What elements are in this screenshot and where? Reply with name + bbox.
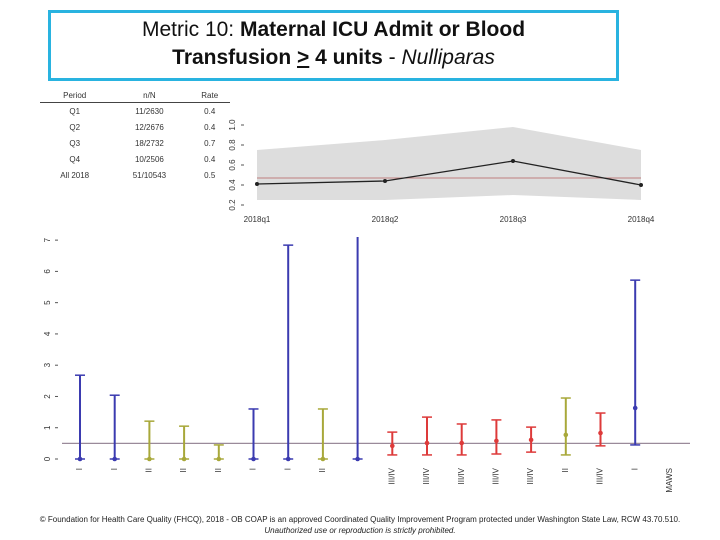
x-tick-label: II: [561, 468, 570, 472]
table-cell: Q2: [69, 122, 81, 132]
y-tick-label: 0.8: [228, 139, 237, 151]
rate-point: [251, 456, 256, 462]
title-part: Metric 10:: [141, 18, 240, 41]
title-part: 4 units: [309, 46, 383, 69]
table-cell: 0.4: [204, 106, 216, 116]
title-part: Transfusion: [172, 46, 298, 69]
table-cell: 0.5: [204, 170, 216, 180]
table-row: Q4 10/2506 0.4: [40, 151, 230, 167]
rate-point: [112, 456, 117, 462]
table-cell: 51/10543: [132, 170, 167, 180]
rate-point: [528, 437, 534, 443]
x-tick-label: 2018q1: [244, 215, 271, 224]
x-tick-label: 2018q3: [500, 215, 527, 224]
rate-point: [320, 456, 326, 462]
table-cell: 11/2630: [135, 106, 164, 116]
x-tick-label: 2018q2: [372, 215, 399, 224]
trend-line: [256, 160, 642, 186]
confidence-band: [257, 127, 641, 200]
title-part: Maternal ICU Admit or Blood: [239, 18, 526, 41]
table-cell: Q4: [69, 154, 81, 164]
rate-point: [147, 456, 152, 462]
table-row: Q2 12/2676 0.4: [40, 119, 230, 135]
y-tick-label: 2: [43, 394, 52, 399]
y-tick-label: 1.0: [228, 119, 237, 131]
table-row: Q3 18/2732 0.7: [40, 135, 230, 151]
x-tick-label: III/IV: [457, 467, 466, 484]
x-tick-label: III/IV: [596, 467, 605, 484]
x-tick-label: III/IV: [526, 467, 535, 484]
x-tick-label: I: [283, 468, 292, 470]
table-cell: Q1: [69, 106, 81, 116]
rate-point: [390, 443, 395, 449]
table-cell: 10/2506: [134, 154, 164, 164]
y-tick-label: 0: [43, 456, 52, 461]
table-row: All 2018 51/10543 0.5: [40, 167, 230, 183]
x-tick-label: II: [318, 468, 327, 472]
x-tick-label: II: [179, 468, 188, 472]
rate-point: [181, 456, 187, 462]
rate-point: [424, 440, 430, 446]
notice: Unauthorized use or reproduction is stri…: [264, 526, 456, 535]
footer: © Foundation for Health Care Quality (FH…: [0, 514, 720, 536]
table-cell: 18/2732: [134, 138, 164, 148]
copyright: © Foundation for Health Care Quality (FH…: [39, 515, 681, 524]
rate-point: [459, 440, 465, 446]
y-tick-label: 7: [43, 237, 52, 242]
y-tick-label: 0.6: [228, 159, 237, 171]
header-row: Period n/N Rate: [40, 88, 230, 103]
title-part: -: [382, 46, 402, 69]
trend-point: [511, 159, 515, 163]
summary-table: Period n/N Rate Q1 11/2630 0.4 Q2 12/2676 0.4 Q3 1…: [40, 88, 230, 183]
x-tick-label: I: [630, 468, 639, 470]
trend-point: [383, 179, 387, 183]
y-tick-label: 4: [43, 331, 52, 336]
column-header: Rate: [189, 88, 230, 103]
rate-point: [563, 432, 569, 438]
table-row: Q1 11/2630 0.4: [40, 103, 230, 120]
rate-point: [355, 456, 360, 462]
table-cell: All 2018: [60, 170, 90, 180]
y-tick-label: 5: [43, 300, 52, 305]
y-tick-label: 3: [43, 362, 52, 367]
table-cell: 0.7: [204, 138, 216, 148]
rate-point: [598, 430, 603, 436]
x-tick-label: I: [75, 468, 84, 470]
title-part: >: [297, 46, 310, 69]
table-cell: Q3: [69, 138, 81, 148]
y-tick-label: 0.4: [228, 179, 237, 191]
rate-point: [77, 456, 83, 462]
rate-point: [632, 405, 638, 411]
y-tick-label: 1: [43, 425, 52, 430]
rate-point: [216, 456, 222, 462]
x-tick-label: II: [145, 468, 154, 472]
title-part: Nulliparas: [401, 46, 495, 69]
title-box: Metric 10: Maternal ICU Admit or Blood T…: [48, 10, 619, 81]
table-cell: 0.4: [204, 154, 216, 164]
trend-point: [255, 182, 259, 186]
x-tick-label: 2018q4: [628, 215, 655, 224]
x-tick-label: III/IV: [387, 467, 396, 484]
plot-area: [62, 237, 690, 462]
rate-point: [285, 456, 291, 462]
table-cell: 0.4: [204, 122, 216, 132]
trend-chart: 0.2 0.4 0.6 0.8 1.0 2018q1 2018q2 2018q3 2018q4: [228, 119, 655, 224]
y-tick-label: 0.2: [228, 199, 237, 211]
x-tick-label: I: [249, 468, 258, 470]
column-header: n/N: [109, 88, 190, 103]
x-tick-label: III/IV: [422, 467, 431, 484]
x-tick-label: MAWS: [665, 468, 674, 493]
x-tick-label: I: [110, 468, 119, 470]
x-tick-label: III/IV: [492, 467, 501, 484]
y-tick-label: 6: [43, 269, 52, 274]
x-tick-label: II: [214, 468, 223, 472]
column-header: Period: [40, 88, 110, 103]
rate-point: [494, 438, 499, 444]
table-cell: 12/2676: [134, 122, 164, 132]
trend-point: [639, 183, 643, 187]
